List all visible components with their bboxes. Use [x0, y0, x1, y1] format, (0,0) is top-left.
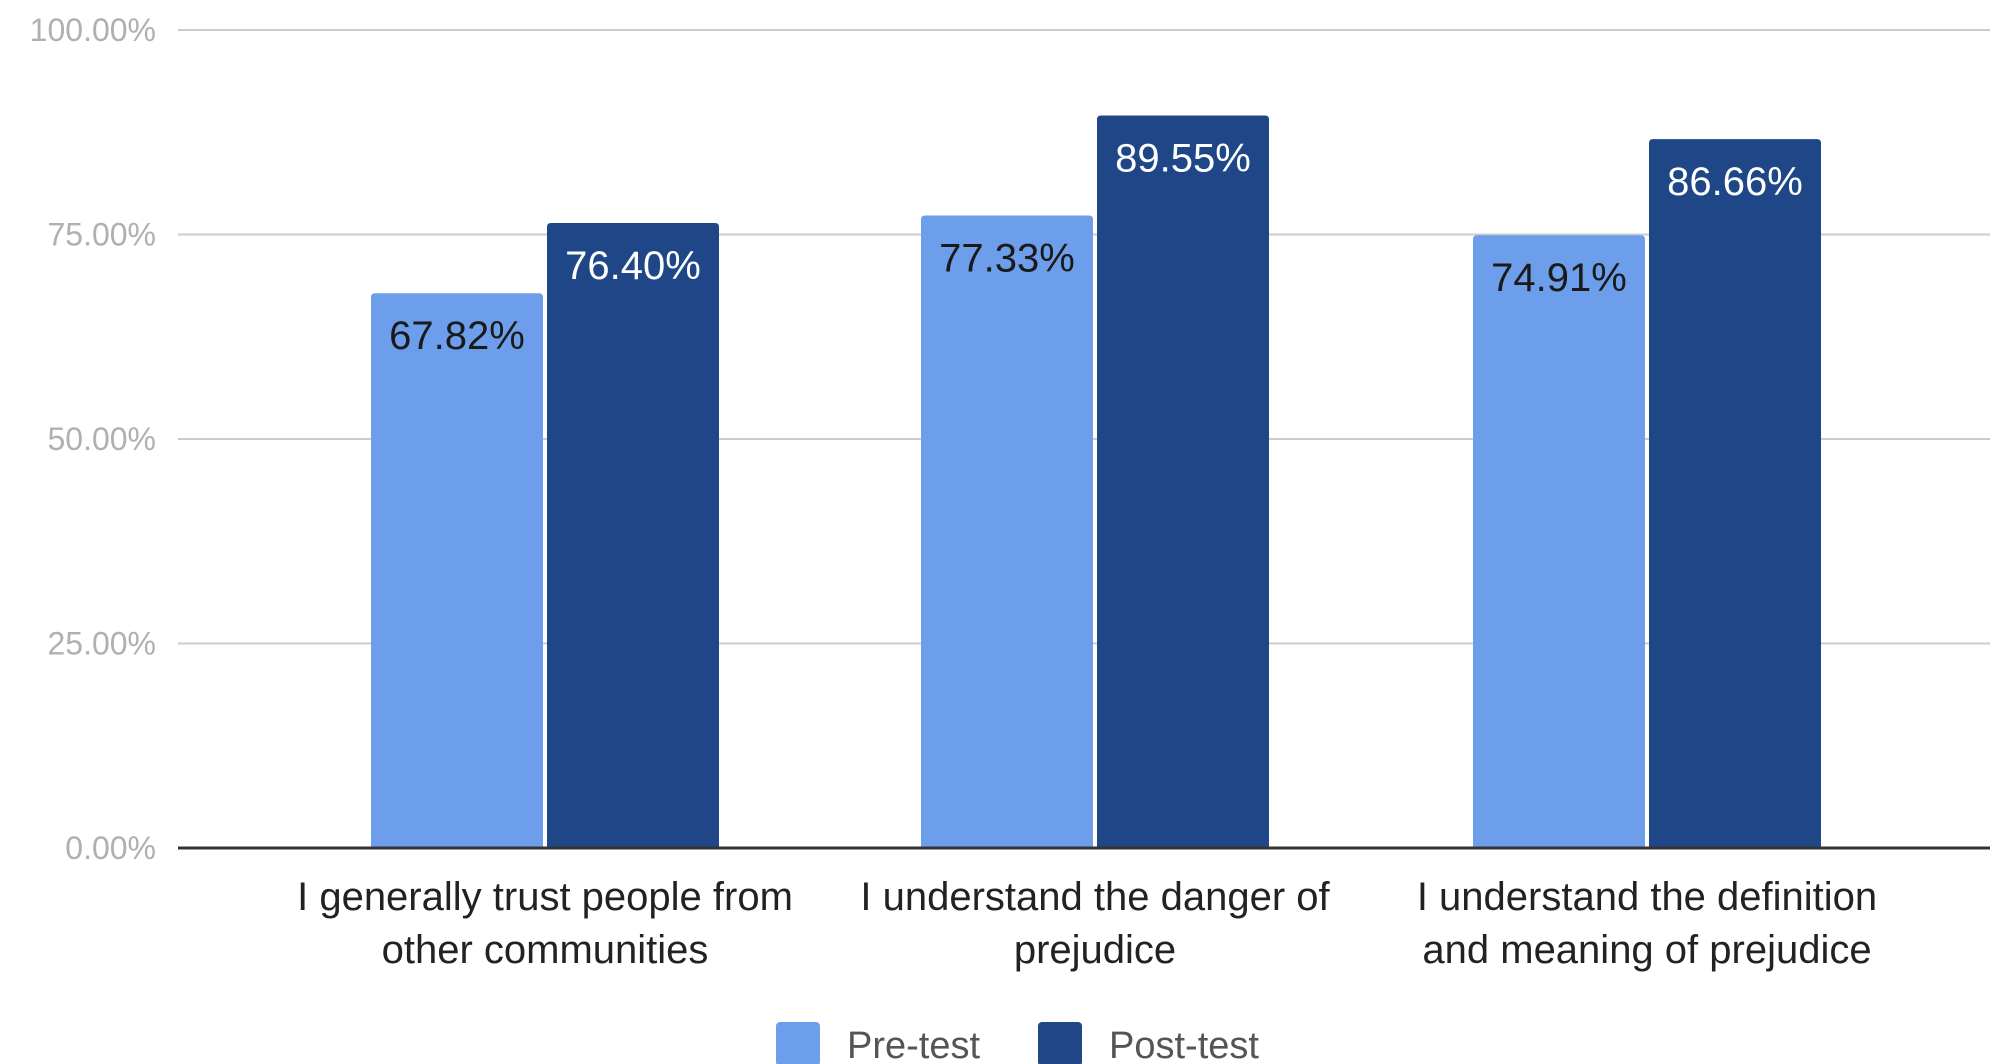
bar-post-test: [1649, 139, 1821, 848]
legend-swatch: [1038, 1022, 1082, 1064]
y-tick-label: 75.00%: [47, 217, 156, 253]
legend-item: Post-test: [1038, 1022, 1259, 1064]
x-tick-label: I understand the definition: [1417, 875, 1877, 919]
data-label: 74.91%: [1491, 256, 1627, 300]
y-tick-label: 0.00%: [65, 830, 156, 866]
data-label: 89.55%: [1115, 136, 1251, 180]
y-tick-label: 100.00%: [30, 12, 156, 48]
legend-label: Pre-test: [847, 1025, 980, 1064]
data-label: 77.33%: [939, 236, 1075, 280]
x-tick-label: and meaning of prejudice: [1422, 928, 1871, 972]
bar-pre-test: [1473, 235, 1645, 848]
bar-post-test: [547, 223, 719, 849]
data-labels: 67.82% 76.40% 77.33% 89.55% 74.91% 86.66%: [389, 136, 1803, 358]
legend-swatch: [776, 1022, 820, 1064]
data-label: 86.66%: [1667, 160, 1803, 204]
bar-pre-test: [371, 293, 543, 848]
x-tick-label: I generally trust people from: [297, 875, 793, 919]
y-tick-label: 50.00%: [47, 421, 156, 457]
legend: Pre-test Post-test: [776, 1022, 1259, 1064]
x-tick-label: prejudice: [1014, 928, 1176, 972]
data-label: 76.40%: [565, 244, 701, 288]
data-label: 67.82%: [389, 314, 525, 358]
legend-item: Pre-test: [776, 1022, 980, 1064]
y-axis-ticks: 0.00% 25.00% 50.00% 75.00% 100.00%: [30, 12, 156, 866]
x-axis-ticks: I generally trust people from other commu…: [297, 875, 1877, 972]
x-tick-label: other communities: [382, 928, 709, 972]
y-tick-label: 25.00%: [47, 626, 156, 662]
bar-post-test: [1097, 115, 1269, 848]
x-tick-label: I understand the danger of: [860, 875, 1330, 919]
bar-pre-test: [921, 215, 1093, 848]
legend-label: Post-test: [1109, 1025, 1259, 1064]
bars: [371, 115, 1821, 849]
